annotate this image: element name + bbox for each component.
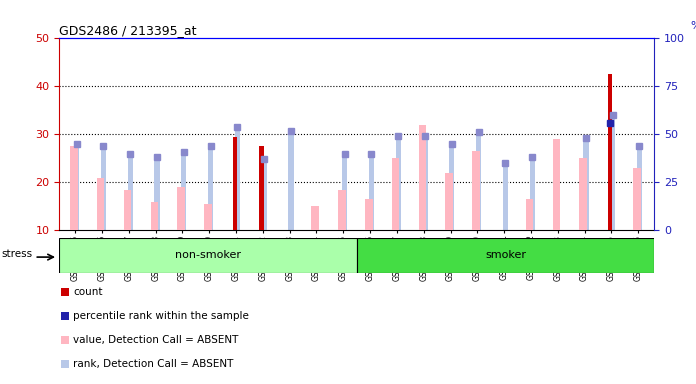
Bar	[288, 131, 294, 230]
Bar	[392, 158, 400, 230]
Bar	[204, 204, 212, 230]
Bar	[395, 136, 401, 230]
Text: count: count	[74, 287, 103, 297]
Bar	[610, 115, 615, 230]
Text: non-smoker: non-smoker	[175, 250, 241, 260]
Text: %: %	[690, 21, 696, 31]
Bar	[449, 144, 454, 230]
Bar	[150, 202, 158, 230]
Bar	[97, 177, 104, 230]
Bar	[583, 138, 589, 230]
Bar	[260, 146, 264, 230]
Bar	[124, 190, 132, 230]
Bar	[530, 157, 535, 230]
Bar	[338, 190, 346, 230]
Bar	[526, 199, 533, 230]
Bar	[503, 163, 508, 230]
Bar	[262, 159, 267, 230]
Bar	[422, 136, 427, 230]
Bar	[357, 238, 654, 273]
Bar	[369, 154, 374, 230]
Bar	[472, 151, 480, 230]
Bar	[580, 158, 587, 230]
Bar	[553, 139, 560, 230]
Bar	[177, 187, 185, 230]
Bar	[59, 238, 357, 273]
Bar	[232, 137, 237, 230]
Bar	[342, 154, 347, 230]
Bar	[633, 168, 640, 230]
Text: stress: stress	[1, 248, 32, 259]
Bar	[445, 173, 453, 230]
Bar	[311, 207, 319, 230]
Text: smoker: smoker	[485, 250, 526, 260]
Text: GDS2486 / 213395_at: GDS2486 / 213395_at	[59, 24, 197, 37]
Bar	[181, 152, 187, 230]
Bar	[101, 146, 106, 230]
Bar	[208, 146, 213, 230]
Text: rank, Detection Call = ABSENT: rank, Detection Call = ABSENT	[74, 359, 234, 369]
Bar	[155, 157, 159, 230]
Bar	[418, 125, 426, 230]
Bar	[637, 146, 642, 230]
Bar	[608, 74, 612, 230]
Text: percentile rank within the sample: percentile rank within the sample	[74, 311, 249, 321]
Bar	[365, 199, 372, 230]
Bar	[127, 154, 133, 230]
Bar	[74, 144, 79, 230]
Bar	[70, 146, 78, 230]
Bar	[476, 132, 482, 230]
Bar	[235, 127, 240, 230]
Text: value, Detection Call = ABSENT: value, Detection Call = ABSENT	[74, 335, 239, 345]
